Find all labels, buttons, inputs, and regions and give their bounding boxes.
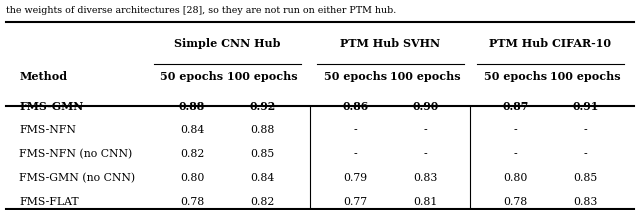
Text: -: - (513, 149, 517, 159)
Text: 0.88: 0.88 (179, 101, 205, 112)
Text: 0.83: 0.83 (573, 197, 598, 207)
Text: FMS-FLAT: FMS-FLAT (19, 197, 79, 207)
Text: 0.81: 0.81 (413, 197, 438, 207)
Text: FMS-NFN: FMS-NFN (19, 125, 76, 135)
Text: FMS-GMN: FMS-GMN (19, 101, 83, 112)
Text: 0.80: 0.80 (180, 173, 204, 183)
Text: -: - (353, 149, 357, 159)
Text: 0.79: 0.79 (343, 173, 367, 183)
Text: PTM Hub CIFAR-10: PTM Hub CIFAR-10 (490, 38, 611, 49)
Text: 0.91: 0.91 (572, 101, 599, 112)
Text: 0.85: 0.85 (250, 149, 275, 159)
Text: 0.84: 0.84 (250, 173, 275, 183)
Text: Method: Method (19, 71, 67, 82)
Text: FMS-NFN (no CNN): FMS-NFN (no CNN) (19, 149, 132, 159)
Text: -: - (424, 149, 428, 159)
Text: -: - (584, 149, 588, 159)
Text: 100 epochs: 100 epochs (390, 71, 461, 82)
Text: 0.80: 0.80 (503, 173, 527, 183)
Text: -: - (353, 125, 357, 135)
Text: 0.85: 0.85 (573, 173, 598, 183)
Text: 0.90: 0.90 (412, 101, 439, 112)
Text: the weights of diverse architectures [28], so they are not run on either PTM hub: the weights of diverse architectures [28… (6, 6, 397, 15)
Text: 0.87: 0.87 (502, 101, 529, 112)
Text: 0.86: 0.86 (342, 101, 369, 112)
Text: FMS-GMN (no CNN): FMS-GMN (no CNN) (19, 173, 135, 184)
Text: 0.78: 0.78 (503, 197, 527, 207)
Text: 0.82: 0.82 (250, 197, 275, 207)
Text: PTM Hub SVHN: PTM Hub SVHN (340, 38, 440, 49)
Text: -: - (513, 125, 517, 135)
Text: 50 epochs: 50 epochs (484, 71, 547, 82)
Text: 0.82: 0.82 (180, 149, 204, 159)
Text: 0.84: 0.84 (180, 125, 204, 135)
Text: 0.92: 0.92 (249, 101, 276, 112)
Text: 0.78: 0.78 (180, 197, 204, 207)
Text: -: - (424, 125, 428, 135)
Text: 100 epochs: 100 epochs (227, 71, 298, 82)
Text: 0.77: 0.77 (343, 197, 367, 207)
Text: 0.83: 0.83 (413, 173, 438, 183)
Text: Simple CNN Hub: Simple CNN Hub (174, 38, 280, 49)
Text: 100 epochs: 100 epochs (550, 71, 621, 82)
Text: -: - (584, 125, 588, 135)
Text: 50 epochs: 50 epochs (161, 71, 223, 82)
Text: 0.88: 0.88 (250, 125, 275, 135)
Text: 50 epochs: 50 epochs (324, 71, 387, 82)
